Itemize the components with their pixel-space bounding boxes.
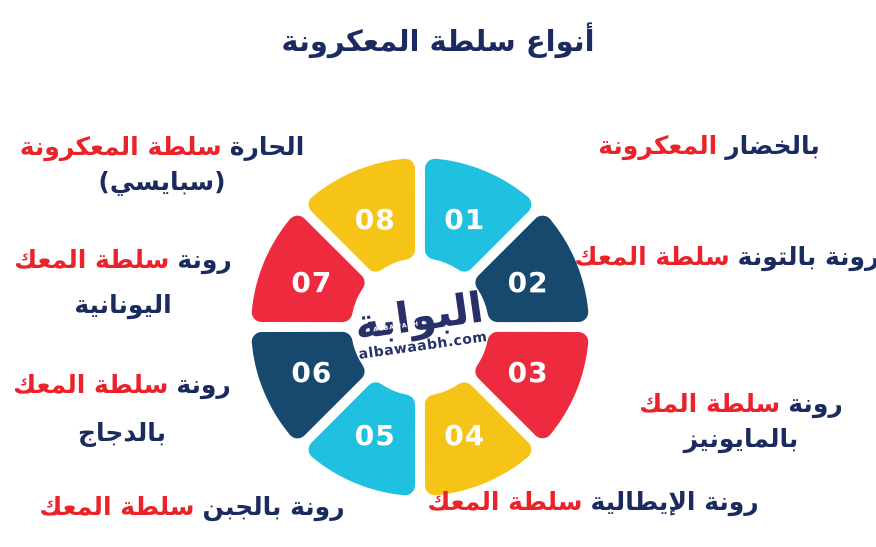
wheel-segment-03	[475, 331, 589, 439]
label-text-run: المعكرونة	[598, 131, 718, 160]
segment-number-02: 02	[508, 266, 549, 299]
label-pasta-salad-with-tuna: سلطة المعك رونة بالتونة	[575, 241, 876, 274]
segment-number-06: 06	[291, 356, 332, 389]
label-text-run: رونة بالجبن	[202, 492, 345, 521]
wheel-segment-05	[308, 382, 416, 496]
label-pasta-with-vegetables: المعكرونة بالخضار	[550, 130, 868, 163]
label-text-run: رونة	[788, 389, 843, 418]
label-pasta-salad-with-chicken-line2: بالدجاج	[10, 417, 234, 450]
wheel-segment-01	[424, 158, 532, 272]
label-text-run: سلطة المك	[639, 389, 781, 418]
label-text-run: سلطة المعك	[427, 487, 583, 516]
label-pasta-salad-with-chicken-line1: سلطة المعك رونة	[10, 369, 234, 402]
segment-number-07: 07	[291, 266, 332, 299]
segment-number-05: 05	[355, 419, 396, 452]
segment-number-03: 03	[508, 356, 549, 389]
wheel-segment-06	[251, 331, 365, 439]
label-text-run: سلطة المعك	[574, 242, 730, 271]
wheel-segment-04	[424, 382, 532, 496]
label-hot-spicy-pasta-salad-line2: (سبايسي)	[26, 166, 298, 199]
label-text-run: رونة	[177, 245, 232, 274]
label-text-run: بالخضار	[725, 131, 820, 160]
label-text-run: سلطة المعك	[14, 245, 170, 274]
segment-number-08: 08	[355, 203, 396, 236]
segment-number-04: 04	[444, 419, 485, 452]
label-text-run: رونة	[176, 370, 231, 399]
label-text-run: الحارة	[229, 132, 305, 161]
label-text-run: رونة بالتونة	[737, 242, 876, 271]
wheel-segment-08	[308, 158, 416, 272]
wheel-segment-02	[475, 215, 589, 323]
label-pasta-salad-with-mayonnaise-line1: سلطة المك رونة	[614, 388, 868, 421]
pasta-salad-wheel: 01 02 03 04 05 06 07 08	[251, 158, 589, 496]
label-pasta-salad-with-cheese: سلطة المعك رونة بالجبن	[39, 491, 344, 524]
label-greek-pasta-salad-line2: اليونانية	[8, 289, 238, 322]
label-text-run: سلطة المعك	[39, 492, 195, 521]
label-italian-pasta-salad: سلطة المعك رونة الإيطالية	[427, 486, 758, 519]
label-text-run: رونة الإيطالية	[590, 487, 759, 516]
label-text-run: بالدجاج	[77, 418, 167, 447]
label-pasta-salad-with-mayonnaise-line2: بالمايونيز	[614, 423, 868, 456]
page-title: أنواع سلطة المعكرونة	[281, 24, 595, 58]
label-greek-pasta-salad-line1: سلطة المعك رونة	[8, 244, 238, 277]
segment-number-01: 01	[444, 203, 485, 236]
label-text-run: بالمايونيز	[683, 424, 799, 453]
label-hot-spicy-pasta-salad-line1: سلطة المعكرونة الحارة	[20, 131, 305, 164]
label-text-run: اليونانية	[74, 290, 172, 319]
label-text-run: (سبايسي)	[98, 167, 226, 196]
label-text-run: سلطة المعكرونة	[19, 132, 222, 161]
wheel-segment-07	[251, 215, 365, 323]
label-text-run: سلطة المعك	[13, 370, 169, 399]
